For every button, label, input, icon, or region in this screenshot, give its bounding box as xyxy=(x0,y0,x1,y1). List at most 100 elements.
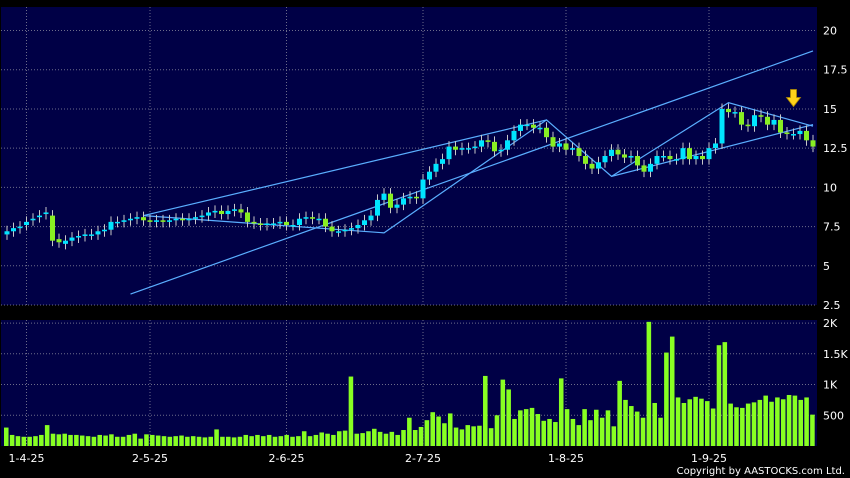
volume-bar xyxy=(810,414,815,446)
volume-bar xyxy=(138,438,143,446)
candle xyxy=(440,153,445,170)
volume-bar xyxy=(442,423,447,446)
candle xyxy=(654,150,660,170)
candle xyxy=(700,150,705,165)
candle xyxy=(245,206,250,228)
candle xyxy=(297,213,302,231)
candle xyxy=(284,216,289,231)
candle xyxy=(388,188,393,214)
candle xyxy=(544,122,549,143)
candle xyxy=(63,235,68,250)
candle xyxy=(492,136,497,157)
volume-bar xyxy=(558,378,564,446)
volume-tick-label: 500 xyxy=(823,409,844,422)
volume-bar xyxy=(512,418,517,446)
volume-bar xyxy=(705,401,710,446)
candle xyxy=(635,150,640,171)
candle xyxy=(264,217,270,231)
volume-bar xyxy=(710,408,716,446)
candle xyxy=(290,219,296,231)
candle xyxy=(414,191,419,204)
candle xyxy=(615,144,621,160)
x-tick-label: 2-7-25 xyxy=(405,452,441,465)
volume-bar xyxy=(74,434,79,446)
volume-bar xyxy=(652,402,657,446)
volume-bar xyxy=(114,436,120,446)
candle xyxy=(11,222,16,237)
candle xyxy=(95,225,101,240)
volume-bar xyxy=(664,352,669,446)
candle xyxy=(648,158,653,178)
volume-bar xyxy=(459,429,465,446)
candle xyxy=(219,205,224,220)
candle xyxy=(56,233,62,248)
volume-bar xyxy=(27,436,32,446)
candle xyxy=(778,114,783,138)
candle xyxy=(69,232,75,247)
volume-bar xyxy=(447,413,453,446)
candle xyxy=(108,216,114,236)
candle xyxy=(193,211,198,225)
candle xyxy=(726,103,731,118)
volume-bar xyxy=(640,417,646,446)
volume-bar xyxy=(436,416,441,446)
volume-bar xyxy=(249,436,254,446)
volume-bar xyxy=(523,409,529,446)
candle xyxy=(154,214,159,228)
volume-bar xyxy=(786,394,792,446)
volume-bar xyxy=(722,342,728,446)
volume-bar xyxy=(529,407,535,446)
volume-bar xyxy=(412,430,418,446)
candle xyxy=(336,225,341,237)
volume-bar xyxy=(453,427,459,446)
volume-bar xyxy=(792,395,798,446)
candle xyxy=(524,119,530,131)
candle xyxy=(180,213,185,226)
down-arrow-icon xyxy=(785,89,802,108)
volume-bar xyxy=(68,434,73,446)
volume-bar xyxy=(336,431,342,446)
candle xyxy=(550,131,556,153)
candle xyxy=(791,128,796,140)
candle xyxy=(173,213,179,226)
volume-bar xyxy=(681,402,687,446)
candle xyxy=(680,142,686,165)
candle xyxy=(355,219,361,234)
candle xyxy=(498,144,504,157)
price-tick-label: 12.5 xyxy=(823,142,848,155)
candle xyxy=(206,206,211,222)
candle xyxy=(407,191,413,204)
volume-bar xyxy=(132,433,138,446)
volume-bar xyxy=(208,436,214,446)
volume-bar xyxy=(50,433,56,446)
volume-bar xyxy=(79,435,85,446)
volume-bar xyxy=(278,436,284,446)
candle xyxy=(30,213,36,226)
candle xyxy=(693,150,699,165)
volume-tick-label: 2K xyxy=(823,317,838,330)
price-tick-label: 10 xyxy=(823,181,837,194)
volume-bar xyxy=(290,436,295,446)
candle xyxy=(518,119,523,137)
volume-bar xyxy=(605,410,611,446)
y-axis-labels: 2.5 5 7.5 10 12.5 15 17.5 20 500 1K 1.5K 2K xyxy=(823,25,848,423)
candle xyxy=(810,134,816,153)
volume-bar xyxy=(196,436,202,446)
volume-bar xyxy=(97,434,103,446)
candle xyxy=(258,217,263,231)
candle xyxy=(115,216,120,228)
volume-bar xyxy=(150,434,155,446)
volume-bar xyxy=(173,436,178,446)
volume-bar xyxy=(424,420,430,446)
candle xyxy=(251,216,257,229)
volume-bar xyxy=(372,428,377,446)
candle xyxy=(583,150,588,170)
candle xyxy=(719,103,725,149)
candle xyxy=(89,228,94,240)
volume-bar xyxy=(4,427,9,446)
volume-bar xyxy=(687,399,693,446)
candle xyxy=(225,205,231,220)
candle xyxy=(739,106,744,131)
volume-bar xyxy=(740,407,745,446)
candle xyxy=(576,142,582,162)
